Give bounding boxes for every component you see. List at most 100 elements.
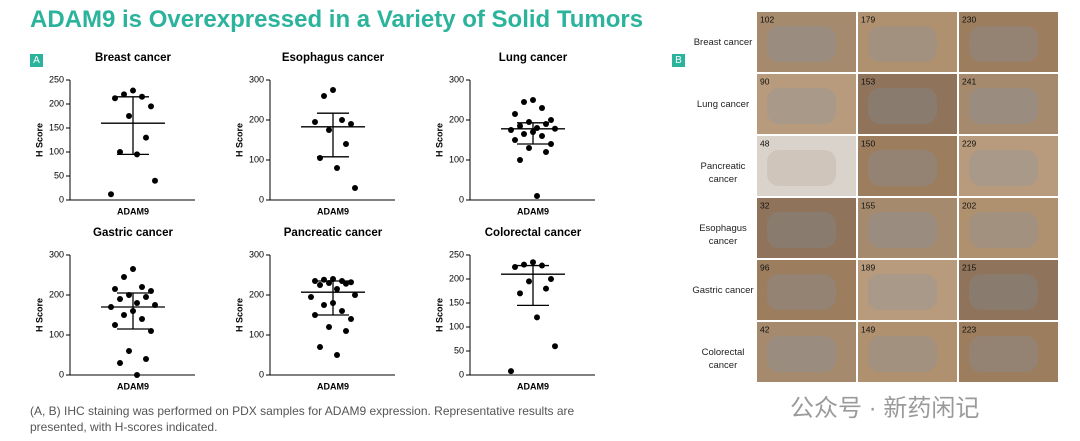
data-point: [352, 292, 358, 298]
data-point: [534, 314, 540, 321]
ihc-texture: [969, 274, 1038, 310]
h-score: 90: [760, 76, 770, 86]
ihc-texture: [767, 150, 836, 186]
ihc-texture: [767, 88, 836, 124]
data-point: [312, 119, 318, 125]
data-point: [330, 87, 336, 93]
data-point: [130, 87, 136, 94]
h-score: 223: [962, 324, 976, 334]
data-point: [143, 356, 149, 362]
h-score: 179: [861, 14, 875, 24]
data-point: [348, 121, 354, 127]
ihc-texture: [868, 88, 937, 124]
ihc-image: [959, 260, 1058, 320]
chart-title: Colorectal cancer: [485, 227, 582, 239]
data-point: [534, 125, 540, 131]
data-point: [108, 191, 114, 198]
data-point: [543, 285, 549, 292]
h-score: 96: [760, 262, 770, 272]
data-point: [121, 274, 127, 280]
row-label: Esophagus cancer: [699, 223, 747, 247]
h-score: 155: [861, 200, 875, 210]
y-axis-label: H Score: [34, 298, 44, 332]
ihc-image: [757, 12, 856, 72]
chart-title: Esophagus cancer: [282, 52, 385, 64]
data-point: [548, 141, 554, 147]
data-point: [543, 121, 549, 127]
data-point: [148, 288, 154, 294]
data-point: [108, 304, 114, 310]
panel-label: B: [672, 54, 685, 67]
ihc-image: [858, 12, 957, 72]
y-tick-label: 0: [259, 369, 264, 379]
y-tick-label: 200: [249, 114, 264, 124]
x-axis-label: ADAM9: [117, 381, 149, 391]
row-label: Colorectal cancer: [701, 347, 745, 371]
data-point: [517, 123, 523, 129]
ihc-image: [959, 322, 1058, 382]
data-point: [308, 294, 314, 300]
h-score: 189: [861, 262, 875, 272]
data-point: [548, 276, 554, 282]
ihc-texture: [868, 212, 937, 248]
slide-title: ADAM9 is Overexpressed in a Variety of S…: [30, 6, 644, 33]
data-point: [530, 259, 536, 266]
ihc-texture: [868, 336, 937, 372]
data-point: [339, 308, 345, 314]
chart-title: Breast cancer: [95, 52, 172, 64]
ihc-texture: [767, 212, 836, 248]
watermark: 公众号 · 新药闲记: [790, 395, 980, 422]
ihc-texture: [969, 88, 1038, 124]
data-point: [552, 125, 558, 132]
data-point: [112, 286, 118, 292]
data-point: [334, 286, 340, 292]
data-point: [317, 282, 323, 288]
data-point: [152, 177, 158, 184]
ihc-texture: [767, 26, 836, 62]
x-axis-label: ADAM9: [317, 381, 349, 391]
data-point: [312, 312, 318, 318]
y-tick-label: 0: [59, 194, 64, 204]
data-point: [534, 193, 540, 199]
ihc-image: [959, 136, 1058, 196]
h-score: 32: [760, 200, 770, 210]
ihc-texture: [767, 336, 836, 372]
y-axis-label: H Score: [34, 123, 44, 157]
data-point: [317, 344, 323, 350]
y-tick-label: 0: [259, 194, 264, 204]
data-point: [321, 302, 327, 308]
x-axis-label: ADAM9: [517, 206, 549, 216]
y-tick-label: 300: [249, 74, 264, 84]
ihc-image: [757, 322, 856, 382]
ihc-image: [757, 260, 856, 320]
chart-title: Pancreatic cancer: [284, 227, 383, 239]
data-point: [112, 322, 118, 328]
data-point: [508, 368, 514, 375]
y-tick-label: 200: [249, 289, 264, 299]
data-point: [339, 117, 345, 123]
data-point: [552, 343, 558, 350]
h-score: 215: [962, 262, 976, 272]
data-point: [139, 316, 145, 322]
data-point: [130, 308, 136, 314]
y-tick-label: 0: [59, 369, 64, 379]
data-point: [352, 185, 358, 191]
h-score: 202: [962, 200, 976, 210]
y-tick-label: 50: [454, 345, 464, 355]
data-point: [343, 280, 349, 287]
y-tick-label: 150: [49, 122, 64, 132]
data-point: [134, 151, 140, 158]
data-point: [508, 127, 514, 133]
data-point: [121, 91, 127, 98]
y-tick-label: 200: [49, 289, 64, 299]
h-score: 229: [962, 138, 976, 148]
data-point: [543, 149, 549, 155]
ihc-image: [959, 198, 1058, 258]
data-point: [348, 316, 354, 322]
ihc-image: [858, 198, 957, 258]
data-point: [317, 155, 323, 161]
ihc-image: [858, 322, 957, 382]
row-label: Lung cancer: [696, 99, 750, 110]
caption: (A, B) IHC staining was performed on PDX…: [30, 404, 575, 434]
data-point: [334, 352, 340, 358]
